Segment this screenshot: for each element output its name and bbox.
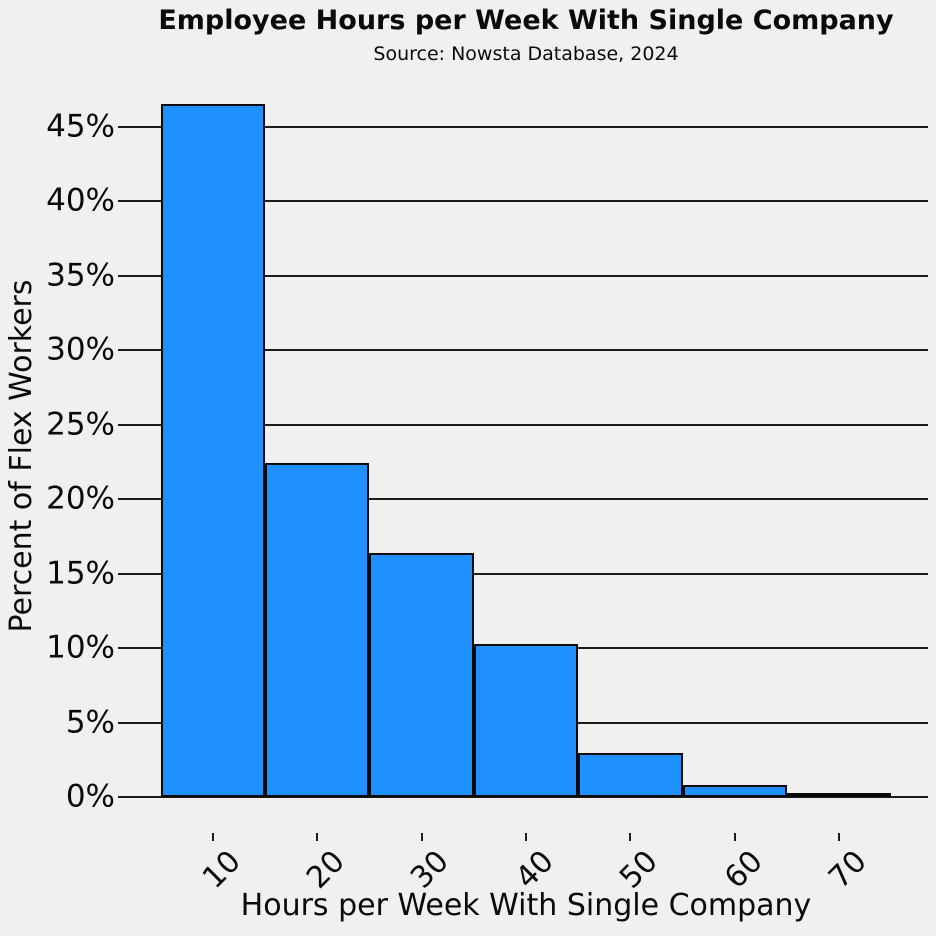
y-tick-label: 25% xyxy=(46,406,115,443)
x-tick-mark xyxy=(525,833,527,841)
bar-70 xyxy=(787,792,892,798)
gridline xyxy=(124,423,928,426)
y-tick-mark xyxy=(118,125,124,128)
gridline xyxy=(124,796,928,799)
y-tick-mark xyxy=(118,721,124,724)
bar-50 xyxy=(578,752,683,798)
gridline xyxy=(124,349,928,352)
y-tick-label: 30% xyxy=(46,331,115,368)
gridline xyxy=(124,274,928,277)
y-tick-label: 5% xyxy=(65,704,115,741)
y-axis-label: Percent of Flex Workers xyxy=(4,279,39,633)
x-tick-mark xyxy=(316,833,319,841)
bar-20 xyxy=(264,463,370,798)
x-tick-mark xyxy=(733,833,736,841)
y-tick-mark xyxy=(118,349,124,352)
bar-30 xyxy=(369,552,474,798)
x-tick-label: 70 xyxy=(822,843,874,896)
gridline xyxy=(124,572,928,575)
y-tick-mark xyxy=(118,200,124,203)
y-tick-label: 40% xyxy=(46,182,115,219)
y-tick-mark xyxy=(118,572,124,575)
x-tick-mark xyxy=(629,833,632,841)
x-tick-mark xyxy=(420,833,423,841)
y-tick-label: 45% xyxy=(46,108,115,145)
x-tick-label: 10 xyxy=(195,843,248,896)
x-tick-label: 40 xyxy=(508,843,561,896)
chart-title: Employee Hours per Week With Single Comp… xyxy=(158,5,894,36)
bar-60 xyxy=(682,785,788,798)
y-tick-label: 15% xyxy=(46,555,115,592)
y-tick-label: 10% xyxy=(46,629,115,666)
chart-subtitle: Source: Nowsta Database, 2024 xyxy=(373,43,679,65)
plot-area: 0% 5% 10% 15% 20% 25% 30% 35% 40% 45% 10 20 30 40 50 60… xyxy=(46,70,928,896)
y-tick-mark xyxy=(118,423,124,426)
y-tick-label: 35% xyxy=(46,257,115,294)
x-axis-label: Hours per Week With Single Company xyxy=(240,888,812,923)
y-tick-mark xyxy=(118,274,124,277)
x-tick-mark xyxy=(838,833,841,841)
bar-10 xyxy=(160,104,265,798)
y-tick-mark xyxy=(118,498,124,501)
bar-40 xyxy=(473,643,579,798)
gridline xyxy=(124,125,928,128)
gridline xyxy=(124,498,928,501)
y-tick-label: 20% xyxy=(46,480,115,517)
x-tick-label: 60 xyxy=(717,843,770,896)
chart-header: Employee Hours per Week With Single Comp… xyxy=(124,0,928,65)
gridline xyxy=(124,200,928,203)
x-tick-label: 20 xyxy=(300,843,352,896)
x-tick-label: 30 xyxy=(404,843,457,896)
x-tick-mark xyxy=(211,833,214,841)
x-tick-label: 50 xyxy=(613,843,666,896)
y-tick-label: 0% xyxy=(65,778,115,815)
y-tick-mark xyxy=(118,647,124,650)
y-tick-mark xyxy=(118,796,124,799)
